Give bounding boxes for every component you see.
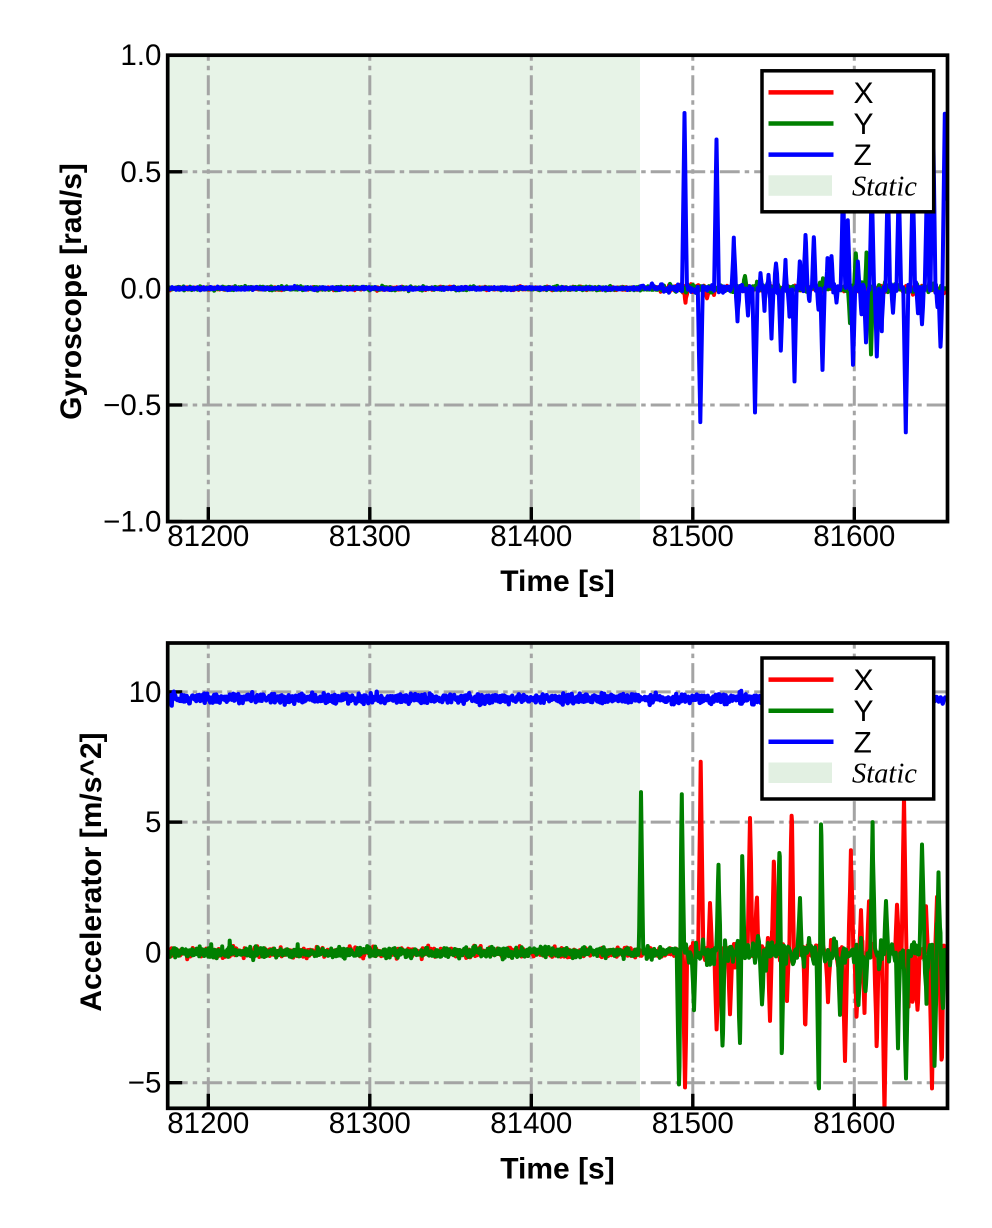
- svg-text:−0.5: −0.5: [103, 389, 161, 422]
- svg-text:Y: Y: [854, 108, 874, 141]
- svg-text:81200: 81200: [167, 520, 249, 553]
- svg-text:−1.0: −1.0: [103, 506, 161, 539]
- svg-text:Z: Z: [854, 139, 872, 172]
- svg-text:Static: Static: [852, 759, 917, 790]
- svg-text:X: X: [854, 77, 874, 110]
- svg-text:81200: 81200: [167, 1107, 249, 1140]
- svg-text:0: 0: [145, 936, 161, 969]
- svg-text:81500: 81500: [652, 1107, 734, 1140]
- svg-text:81500: 81500: [652, 520, 734, 553]
- svg-text:Static: Static: [852, 171, 917, 202]
- svg-text:81400: 81400: [490, 1107, 572, 1140]
- svg-text:Y: Y: [854, 695, 874, 728]
- svg-text:0.5: 0.5: [120, 156, 161, 189]
- svg-text:5: 5: [145, 806, 161, 839]
- svg-text:Gyroscope [rad/s]: Gyroscope [rad/s]: [55, 163, 88, 420]
- svg-text:X: X: [854, 664, 874, 697]
- svg-text:10: 10: [129, 676, 162, 709]
- svg-text:Accelerator [m/s^2]: Accelerator [m/s^2]: [75, 732, 108, 1011]
- svg-text:81600: 81600: [813, 520, 895, 553]
- svg-text:81300: 81300: [329, 520, 411, 553]
- svg-text:0.0: 0.0: [120, 272, 161, 305]
- svg-text:−5: −5: [128, 1067, 162, 1100]
- svg-text:81300: 81300: [329, 1107, 411, 1140]
- svg-text:81600: 81600: [813, 1107, 895, 1140]
- svg-text:1.0: 1.0: [120, 39, 161, 72]
- svg-text:Time [s]: Time [s]: [500, 565, 614, 598]
- svg-text:Z: Z: [854, 726, 872, 759]
- svg-text:Time [s]: Time [s]: [500, 1153, 614, 1186]
- svg-text:81400: 81400: [490, 520, 572, 553]
